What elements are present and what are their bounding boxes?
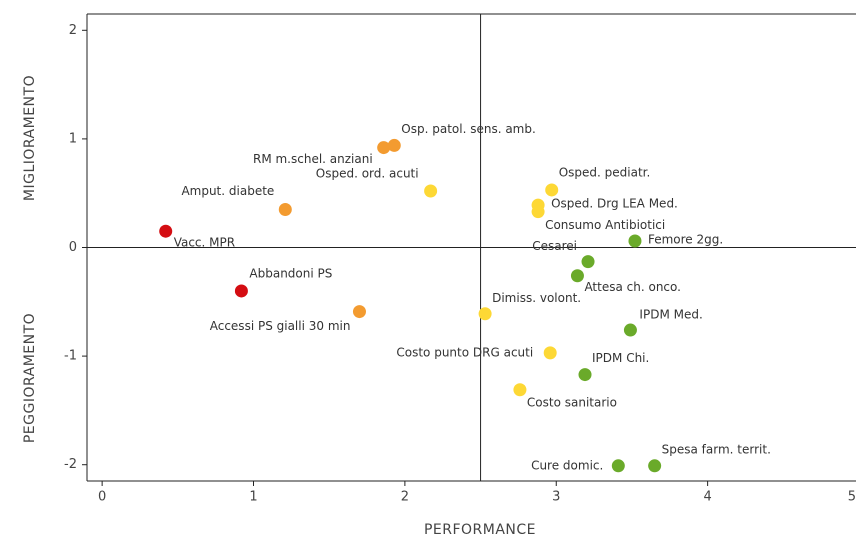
point bbox=[159, 224, 173, 238]
point bbox=[531, 205, 545, 219]
point bbox=[377, 141, 391, 155]
x-tick-label: 2 bbox=[401, 490, 409, 505]
point-label: Osped. pediatr. bbox=[559, 165, 651, 179]
point bbox=[543, 346, 557, 360]
point-label: Cesarei bbox=[532, 239, 577, 253]
y-tick-label: 2 bbox=[69, 23, 77, 38]
point-label: Consumo Antibiotici bbox=[545, 218, 665, 232]
point bbox=[478, 307, 492, 321]
point bbox=[570, 269, 584, 283]
point-label: Costo punto DRG acuti bbox=[396, 345, 533, 359]
point-label: Osped. ord. acuti bbox=[316, 167, 419, 181]
point bbox=[424, 184, 438, 198]
point bbox=[278, 202, 292, 216]
y-tick-label: -1 bbox=[64, 349, 77, 364]
point-label: Amput. diabete bbox=[181, 184, 274, 198]
point bbox=[234, 284, 248, 298]
point-label: Abbandoni PS bbox=[249, 266, 332, 280]
x-tick-label: 1 bbox=[249, 490, 257, 505]
point-label: Attesa ch. onco. bbox=[584, 280, 681, 294]
point-label: Cure domic. bbox=[531, 458, 603, 472]
point-label: IPDM Med. bbox=[639, 308, 702, 322]
point-label: Spesa farm. territ. bbox=[662, 442, 771, 456]
point-label: IPDM Chi. bbox=[592, 351, 649, 365]
point bbox=[648, 459, 662, 473]
x-tick-label: 0 bbox=[98, 490, 106, 505]
x-tick-label: 3 bbox=[552, 490, 560, 505]
y-axis-title-bottom: PEGGIORAMENTO bbox=[22, 313, 38, 443]
y-tick-label: 1 bbox=[69, 131, 77, 146]
point bbox=[623, 323, 637, 337]
point bbox=[387, 138, 401, 152]
y-tick-label: 0 bbox=[69, 240, 77, 255]
x-tick-label: 4 bbox=[703, 490, 711, 505]
x-tick-label: 5 bbox=[848, 490, 856, 505]
point bbox=[352, 305, 366, 319]
point-label: Femore 2gg. bbox=[648, 232, 723, 246]
y-axis-title-top: MIGLIORAMENTO bbox=[22, 75, 38, 201]
point bbox=[513, 383, 527, 397]
point-label: Accessi PS gialli 30 min bbox=[210, 319, 351, 333]
point-label: Osp. patol. sens. amb. bbox=[401, 122, 536, 136]
point-label: Costo sanitario bbox=[527, 395, 617, 409]
point-label: Osped. Drg LEA Med. bbox=[551, 197, 678, 211]
point bbox=[628, 234, 642, 248]
x-axis-title: PERFORMANCE bbox=[424, 522, 536, 538]
point-label: Dimiss. volont. bbox=[492, 291, 581, 305]
point bbox=[611, 459, 625, 473]
point bbox=[581, 255, 595, 269]
point bbox=[578, 368, 592, 382]
point-label: RM m.schel. anziani bbox=[253, 152, 373, 166]
y-tick-label: -2 bbox=[64, 457, 77, 472]
point-label: Vacc. MPR bbox=[174, 236, 235, 250]
point bbox=[545, 183, 559, 197]
